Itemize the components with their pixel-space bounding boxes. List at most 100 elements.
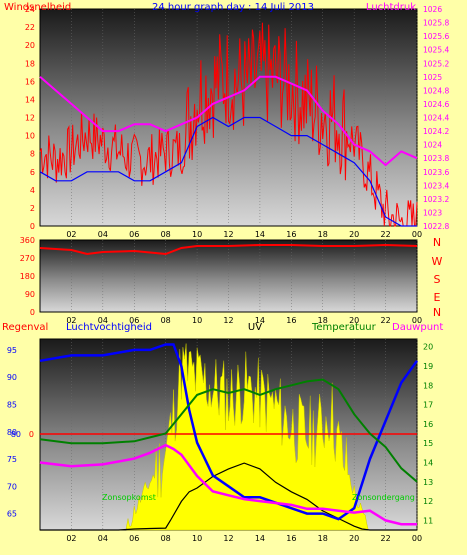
x-tick-label: 18: [318, 230, 328, 239]
left-axis-label: Windsnelheid: [4, 2, 71, 13]
x-tick-label: 10: [192, 316, 202, 325]
y-tick-label: 10: [25, 132, 35, 141]
x-tick-label: 22: [380, 534, 390, 543]
humidity-tick-label: 80: [11, 430, 21, 439]
y-tick-label: 18: [25, 59, 35, 68]
wind-speed-line: [39, 22, 418, 227]
x-tick-label: 16: [286, 316, 296, 325]
temperature-line: [39, 378, 418, 483]
y2-tick-label: 1025: [423, 73, 442, 82]
x-tick-label: 04: [98, 316, 108, 325]
x-tick-label: 12: [223, 316, 233, 325]
uv-label: UV: [248, 322, 262, 333]
y2-tick-label: 1024.4: [423, 114, 449, 123]
x-tick-label: 14: [255, 534, 265, 543]
direction-tick-label: 0: [30, 308, 35, 317]
y-tick-label: 8: [30, 150, 35, 159]
y-tick-label: 20: [25, 41, 35, 50]
humidity-tick-label: 90: [7, 373, 17, 382]
y2-tick-label: 1022.8: [423, 222, 449, 231]
x-tick-label: 08: [161, 316, 171, 325]
compass-label: W: [432, 255, 443, 268]
y2-tick-label: 1025.2: [423, 59, 449, 68]
x-tick-label: 14: [255, 230, 265, 239]
x-tick-label: 06: [129, 316, 139, 325]
x-tick-label: 12: [223, 534, 233, 543]
x-tick-label: 02: [66, 534, 76, 543]
temperature-tick-label: 13: [423, 478, 433, 487]
temperature-tick-label: 11: [423, 516, 433, 525]
temperature-tick-label: 15: [423, 439, 433, 448]
x-tick-label: 08: [161, 534, 171, 543]
x-tick-label: 22: [380, 316, 390, 325]
rain-label: Regenval: [2, 322, 48, 333]
y2-tick-label: 1024.2: [423, 127, 449, 136]
y-tick-label: 6: [30, 168, 35, 177]
right-axis-label: Luchtdruk: [366, 2, 416, 13]
y2-tick-label: 1023.2: [423, 195, 449, 204]
compass-label: N: [433, 306, 441, 319]
sunrise-annotation: Zonsopkomst: [102, 493, 156, 502]
sunset-annotation: Zonsondergang: [352, 493, 415, 502]
x-tick-label: 06: [129, 230, 139, 239]
y2-tick-label: 1025.4: [423, 46, 449, 55]
y-tick-label: 22: [25, 23, 35, 32]
x-tick-label: 14: [255, 316, 265, 325]
y2-tick-label: 1025.8: [423, 19, 449, 28]
x-tick-label: 00: [412, 316, 422, 325]
wind-direction-line: [39, 243, 418, 256]
humidity-line: [39, 343, 419, 521]
y2-tick-label: 1024.6: [423, 100, 449, 109]
wind-gust-line: [39, 116, 417, 227]
x-tick-label: 00: [412, 230, 422, 239]
temperature-tick-label: 19: [423, 362, 433, 371]
x-tick-label: 18: [318, 534, 328, 543]
humidity-tick-label: 95: [7, 346, 17, 355]
humidity-tick-label: 85: [7, 400, 17, 409]
y-tick-label: 24: [25, 5, 35, 14]
x-tick-label: 10: [192, 534, 202, 543]
temperature-tick-label: 18: [423, 381, 433, 390]
humidity-tick-label: 70: [7, 482, 17, 491]
y2-tick-label: 1023.8: [423, 154, 449, 163]
y-tick-label: 12: [25, 114, 35, 123]
temperature-tick-label: 12: [423, 497, 433, 506]
x-tick-label: 02: [66, 316, 76, 325]
x-tick-label: 20: [349, 534, 359, 543]
direction-tick-label: 90: [25, 290, 35, 299]
x-tick-label: 20: [349, 316, 359, 325]
humidity-tick-label: 75: [7, 455, 17, 464]
x-tick-label: 12: [223, 230, 233, 239]
temperature-tick-label: 14: [423, 458, 433, 467]
rain-tick-label: 0: [29, 430, 34, 439]
y2-tick-label: 1026: [423, 5, 442, 14]
temperature-tick-label: 20: [423, 343, 433, 352]
y-tick-label: 4: [30, 186, 35, 195]
y2-tick-label: 1024: [423, 141, 442, 150]
x-tick-label: 18: [318, 316, 328, 325]
x-tick-label: 00: [412, 534, 422, 543]
y2-tick-label: 1024.8: [423, 86, 449, 95]
chart-title: 24 hour graph day : 14 Juli 2013: [152, 2, 314, 13]
uv-line: [40, 462, 417, 531]
x-tick-label: 16: [286, 534, 296, 543]
y2-tick-label: 1023: [423, 208, 442, 217]
compass-label: S: [434, 273, 441, 286]
direction-tick-label: 360: [20, 236, 35, 245]
y-tick-label: 2: [30, 204, 35, 213]
compass-label: E: [434, 291, 441, 304]
pressure-line: [39, 75, 418, 167]
y2-tick-label: 1023.6: [423, 168, 449, 177]
direction-tick-label: 270: [20, 254, 35, 263]
temperature-tick-label: 17: [423, 401, 433, 410]
x-tick-label: 10: [192, 230, 202, 239]
x-tick-label: 08: [161, 230, 171, 239]
x-tick-label: 20: [349, 230, 359, 239]
y2-tick-label: 1025.6: [423, 32, 449, 41]
y2-tick-label: 1023.4: [423, 181, 449, 190]
dewpoint-line: [39, 443, 417, 526]
y-tick-label: 14: [25, 95, 35, 104]
temperature-label: Temperatuur: [311, 322, 377, 333]
x-tick-label: 16: [286, 230, 296, 239]
